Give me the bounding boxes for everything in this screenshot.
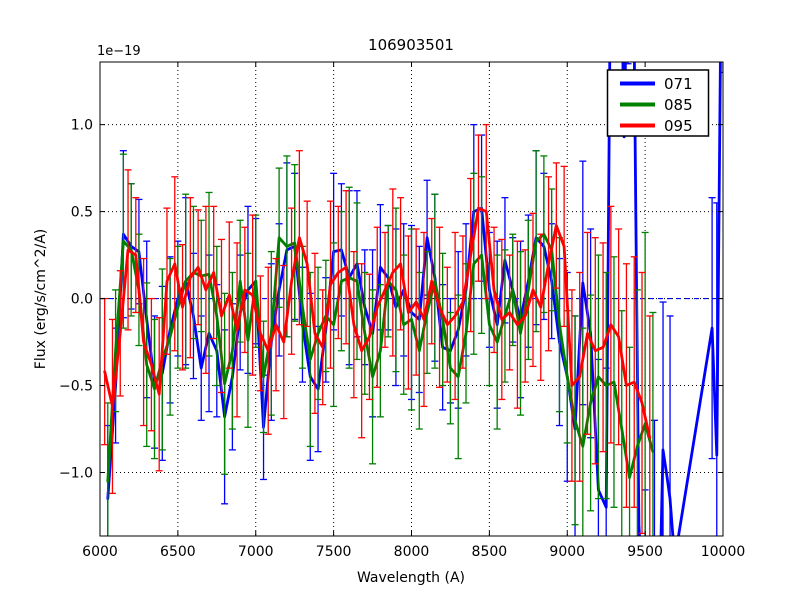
y-tick-label--1: −1.0 <box>59 466 93 482</box>
x-tick-label-8000: 8000 <box>394 544 430 560</box>
y-tick-label--0.5: −0.5 <box>59 379 93 395</box>
legend-label-085: 085 <box>664 96 693 114</box>
x-tick-label-9000: 9000 <box>549 544 585 560</box>
x-tick-label-6500: 6500 <box>160 544 196 560</box>
legend-label-071: 071 <box>664 75 693 93</box>
x-axis-label: Wavelength (A) <box>357 570 465 586</box>
series-095 <box>101 123 654 536</box>
x-tick-label-8500: 8500 <box>472 544 508 560</box>
plot-title: 106903501 <box>368 36 454 54</box>
y-offset-label: 1e−19 <box>97 44 141 59</box>
y-axis-label: Flux (erg/s/cm^2/A) <box>33 229 49 369</box>
y-tick-labels: 1.0 0.5 0.0 −0.5 −1.0 <box>59 118 93 482</box>
y-tick-label-0.5: 0.5 <box>71 205 93 221</box>
series-line-071 <box>106 62 722 536</box>
x-tick-label-9500: 9500 <box>627 544 663 560</box>
y-tick-label-0: 0.0 <box>71 292 93 308</box>
legend: 071 085 095 <box>606 69 710 137</box>
x-tick-label-7500: 7500 <box>316 544 352 560</box>
y-tick-label-1: 1.0 <box>71 118 93 134</box>
x-tick-labels: 6000 6500 7000 7500 8000 8500 9000 9500 10000 <box>82 544 745 560</box>
x-tick-label-6000: 6000 <box>82 544 118 560</box>
x-tick-label-7000: 7000 <box>238 544 274 560</box>
series-085 <box>104 150 657 536</box>
axis-ticks <box>99 62 724 536</box>
series-line-095 <box>103 206 652 440</box>
x-tick-label-10000: 10000 <box>701 544 746 560</box>
legend-label-095: 095 <box>664 117 693 135</box>
data-series-layer <box>101 62 723 536</box>
